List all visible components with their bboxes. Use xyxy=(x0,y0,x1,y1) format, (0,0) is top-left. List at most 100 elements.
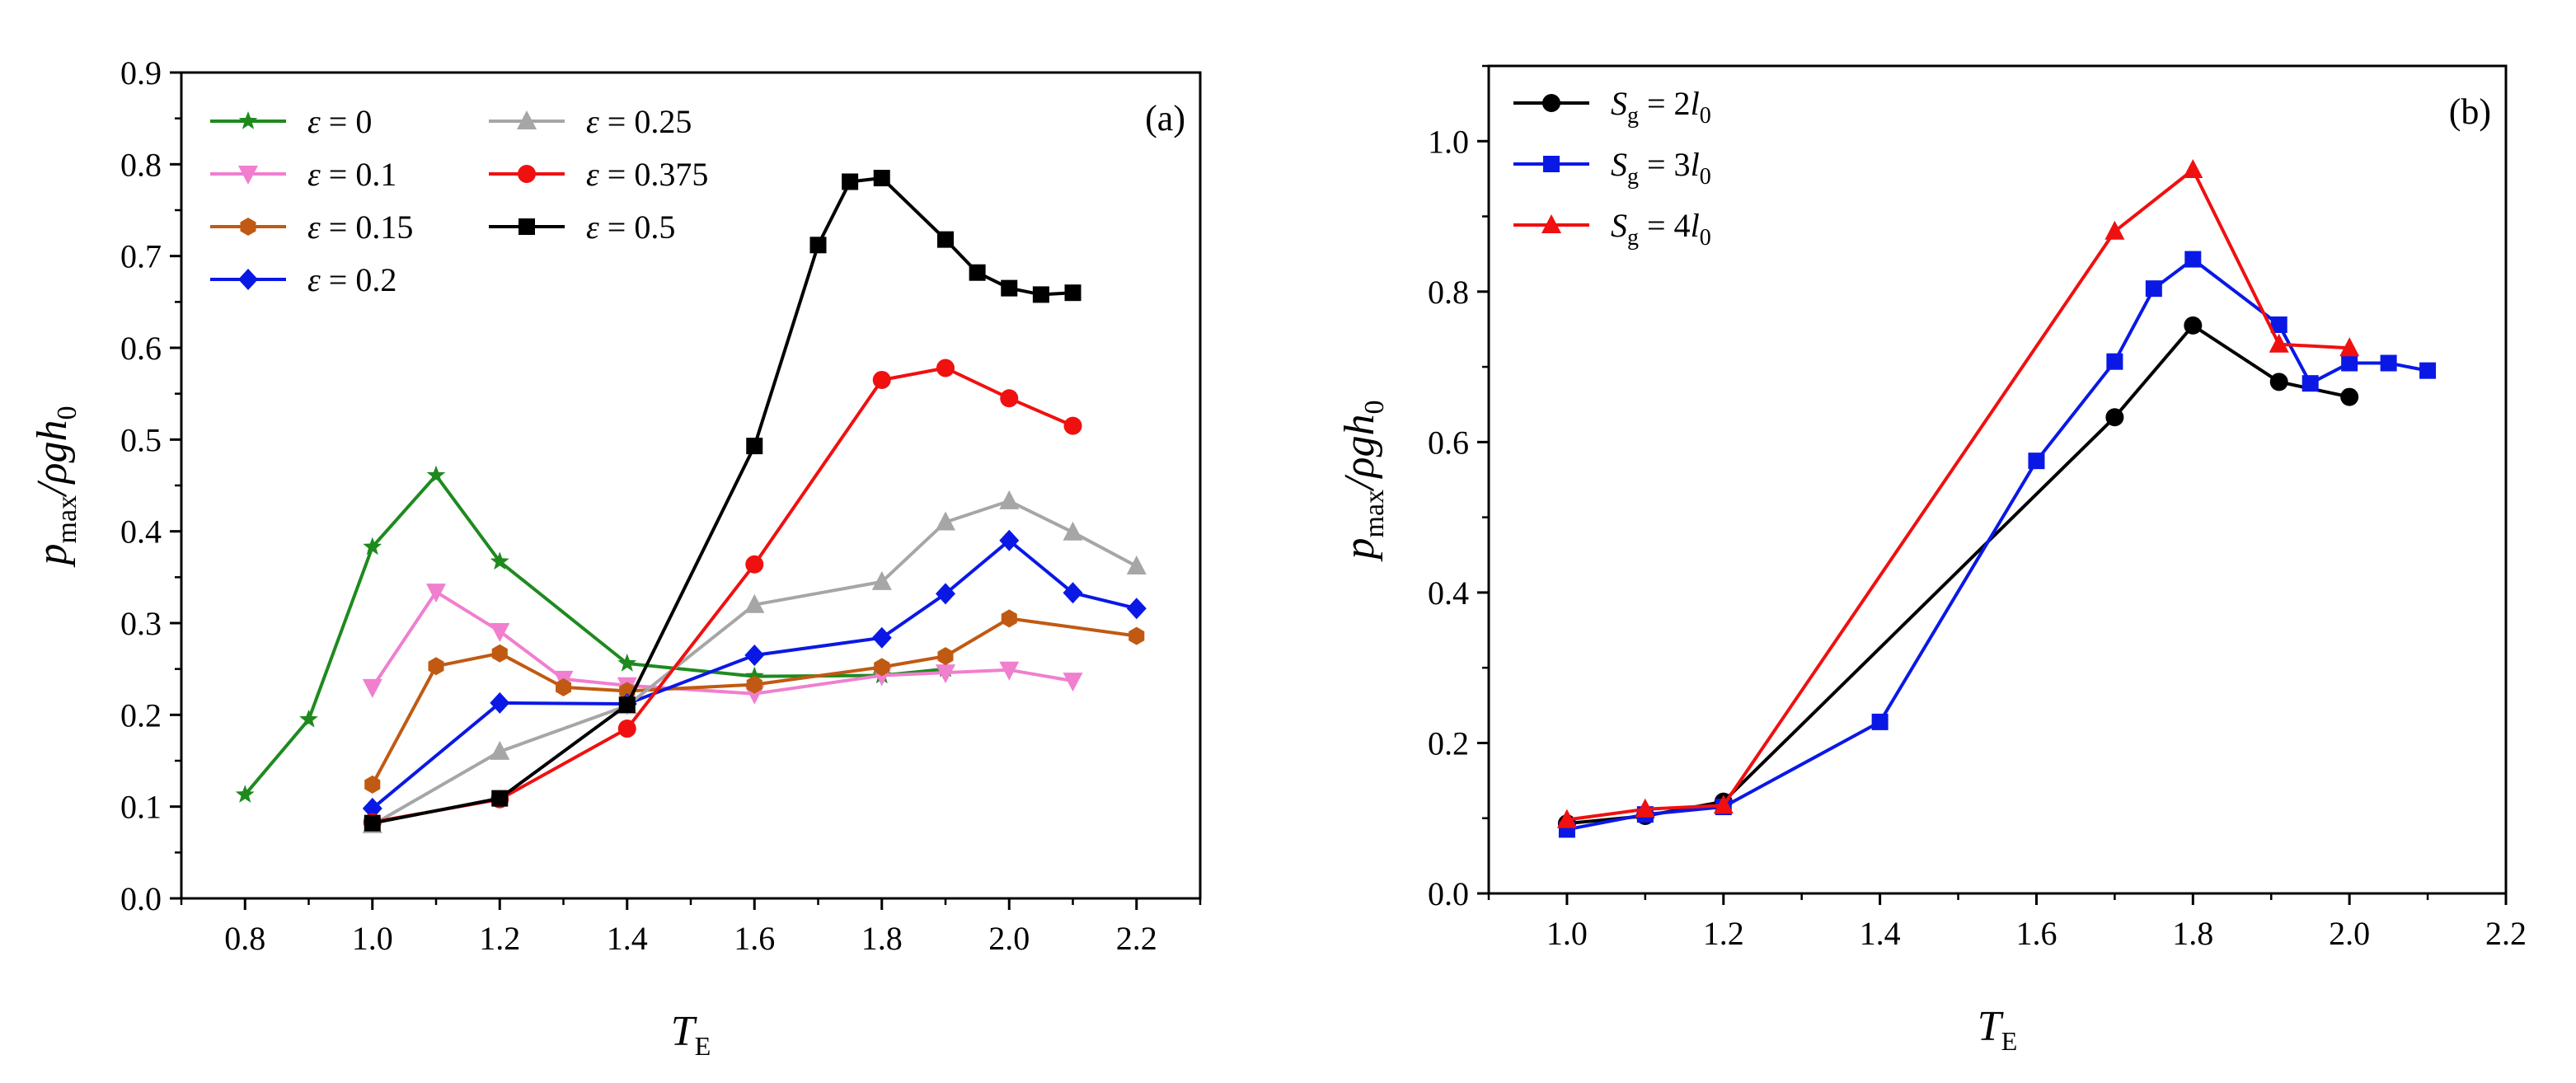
legend: ε = 0 ε = 0.1 ε = 0.15 ε = 0.2 ε = 0.25 ε = 0… xyxy=(210,103,708,298)
data-point xyxy=(999,490,1020,509)
data-point xyxy=(746,438,763,455)
data-point xyxy=(428,657,444,676)
data-point xyxy=(1126,598,1147,620)
y-tick-label: 0.0 xyxy=(120,880,162,917)
data-point xyxy=(426,465,446,484)
y-tick-label: 0.6 xyxy=(120,330,162,367)
y-tick-label: 0.8 xyxy=(1428,274,1469,311)
data-point xyxy=(1635,798,1655,818)
legend: Sg = 2l0 Sg = 3l0 Sg = 4l0 xyxy=(1513,85,1711,251)
y-tick-label: 0.7 xyxy=(120,238,162,275)
data-point xyxy=(1713,795,1734,814)
data-point xyxy=(2270,316,2287,333)
data-point xyxy=(2028,452,2045,470)
legend-marker xyxy=(240,218,256,236)
x-tick-label: 1.8 xyxy=(2172,915,2213,952)
data-point xyxy=(999,661,1020,681)
x-tick-label: 1.6 xyxy=(2015,915,2057,952)
x-tick-label: 1.4 xyxy=(1860,915,1901,952)
legend-item: ε = 0.2 xyxy=(210,261,396,298)
data-point xyxy=(362,678,382,698)
data-point xyxy=(871,626,892,649)
legend-label: Sg = 3l0 xyxy=(1611,146,1711,190)
legend-item: ε = 0.15 xyxy=(210,209,413,246)
data-point xyxy=(871,570,892,590)
data-point xyxy=(936,359,955,377)
y-tick-label: 0.4 xyxy=(1428,574,1469,612)
data-point xyxy=(491,790,509,807)
y-axis-title: pmax/ρgh0 xyxy=(29,406,82,569)
x-tick-label: 1.6 xyxy=(734,920,775,957)
x-tick-label: 1.0 xyxy=(1546,915,1588,952)
data-point xyxy=(490,551,509,570)
legend-marker xyxy=(517,110,537,129)
data-point xyxy=(744,593,765,613)
panel-label: (b) xyxy=(2449,91,2491,132)
x-tick-label: 1.2 xyxy=(1703,915,1744,952)
x-tick-label: 2.0 xyxy=(988,920,1030,957)
panel-label: (a) xyxy=(1145,98,1185,138)
x-tick-label: 1.8 xyxy=(861,920,903,957)
data-point xyxy=(937,647,954,666)
y-tick-label: 0.4 xyxy=(120,513,162,551)
legend-item: ε = 0.1 xyxy=(210,156,396,193)
legend-label: Sg = 2l0 xyxy=(1611,85,1711,129)
data-point xyxy=(617,654,637,672)
data-point xyxy=(2302,375,2319,392)
legend-label: ε = 0.2 xyxy=(307,261,396,298)
panel-a-chart: 0.8 1.0 1.2 1.4 1.6 1.8 2.0 2.2 0.0 0.1 0.2 0.3 0.4 0… xyxy=(29,54,1202,1061)
plot-frame xyxy=(1487,64,2508,895)
legend-marker xyxy=(238,269,258,290)
legend-marker xyxy=(238,111,258,129)
legend-marker xyxy=(518,165,536,183)
data-point xyxy=(2106,353,2123,370)
legend-item: ε = 0 xyxy=(210,103,372,140)
legend-marker xyxy=(1541,214,1561,233)
series-3 xyxy=(362,529,1147,819)
x-axis-title: TE xyxy=(1978,1003,2017,1056)
data-point xyxy=(2339,337,2360,357)
data-point xyxy=(362,797,382,819)
legend-marker xyxy=(518,218,535,235)
data-point xyxy=(491,644,508,663)
data-point xyxy=(969,264,986,281)
series-line xyxy=(371,590,1073,696)
y-tick-label: 0.5 xyxy=(120,421,162,458)
data-point xyxy=(490,692,510,714)
data-point xyxy=(1063,521,1083,541)
legend-label: Sg = 4l0 xyxy=(1611,207,1711,251)
legend-marker xyxy=(238,166,258,185)
legend-item: ε = 0.5 xyxy=(489,209,675,246)
y-tick-label: 0.3 xyxy=(120,605,162,642)
data-point xyxy=(1063,416,1082,435)
data-point xyxy=(2104,220,2125,240)
data-point xyxy=(873,170,890,187)
data-point xyxy=(1001,609,1017,628)
data-point xyxy=(556,677,571,696)
series-2 xyxy=(364,609,1145,794)
legend-item: ε = 0.25 xyxy=(489,103,692,140)
y-tick-label: 0.6 xyxy=(1428,424,1469,461)
y-tick-label: 0.0 xyxy=(1428,875,1469,912)
data-point xyxy=(744,666,764,685)
data-point xyxy=(2269,333,2289,353)
data-point xyxy=(2184,251,2202,268)
data-point xyxy=(1032,286,1049,303)
data-point xyxy=(936,664,955,684)
data-point xyxy=(617,720,636,738)
data-point xyxy=(618,696,636,714)
data-point xyxy=(2341,354,2358,372)
y-tick-label: 0.9 xyxy=(120,54,162,91)
legend-item: Sg = 2l0 xyxy=(1513,85,1711,129)
data-point xyxy=(809,237,827,254)
series-line xyxy=(372,366,1074,824)
data-point xyxy=(2419,362,2437,379)
y-tick-label: 1.0 xyxy=(1428,123,1469,160)
legend-label: ε = 0.15 xyxy=(307,209,413,246)
data-point xyxy=(1556,809,1577,828)
data-point xyxy=(1063,582,1083,604)
data-point xyxy=(1126,556,1147,574)
data-point xyxy=(2380,354,2397,372)
x-tick-label: 2.2 xyxy=(1116,920,1157,957)
